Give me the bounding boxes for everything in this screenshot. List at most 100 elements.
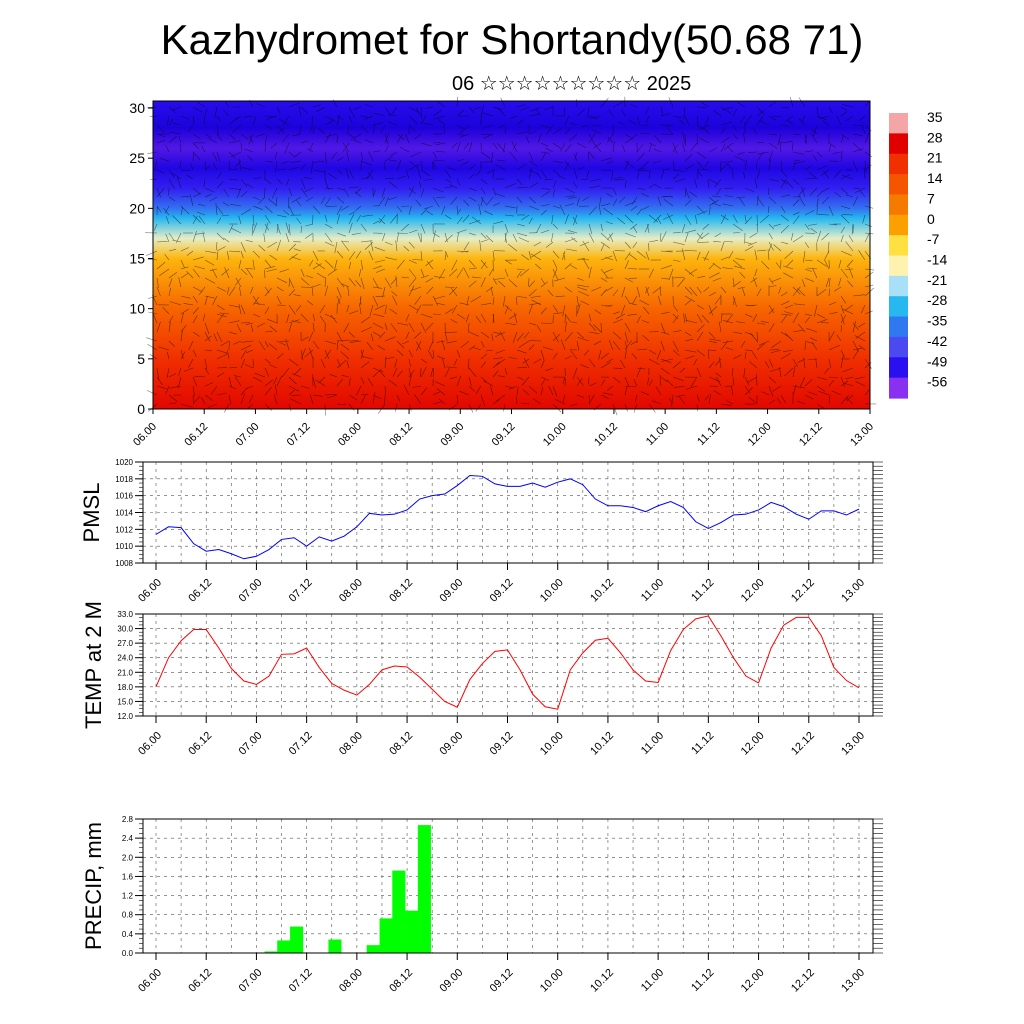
y-tick-label: 1010: [115, 542, 133, 551]
colorbar-segment: [889, 153, 908, 175]
y-tick-label: 25: [129, 150, 145, 166]
y-tick-label: 1008: [115, 559, 133, 568]
x-tick-label: 13.00: [839, 967, 867, 995]
x-tick-label: 06.12: [186, 577, 214, 605]
x-tick-label: 08.00: [337, 730, 365, 758]
x-tick-label: 09.12: [490, 421, 518, 449]
colorbar-label: 28: [927, 129, 943, 145]
colorbar-segment: [889, 235, 908, 257]
x-tick-label: 10.00: [538, 577, 566, 605]
y-tick-label: 24.0: [117, 654, 133, 663]
x-tick-label: 11.12: [689, 577, 716, 604]
precip-bar: [392, 870, 406, 954]
series-line: [155, 615, 860, 710]
x-tick-label: 13.00: [839, 577, 867, 605]
colorbar-segment: [889, 214, 908, 236]
x-tick-label: 09.12: [488, 577, 516, 605]
y-tick-label: 1.6: [122, 872, 134, 881]
colorbar-segment: [889, 275, 908, 297]
precip-bar: [290, 926, 304, 954]
x-tick-label: 09.00: [437, 967, 465, 995]
x-tick-label: 07.00: [237, 577, 265, 605]
grid: [143, 613, 873, 717]
colorbar-label: 7: [927, 190, 935, 206]
wind-barbs: [145, 96, 877, 416]
y-tick-label: 20: [129, 200, 145, 216]
y-tick-label: 18.0: [117, 683, 133, 692]
x-tick-label: 12.12: [789, 577, 817, 605]
y-tick-label: 1014: [115, 509, 133, 518]
page-title: Kazhydromet for Shortandy(50.68 71): [160, 16, 864, 63]
y-tick-label: 0.4: [122, 930, 134, 939]
x-tick-label: 07.00: [237, 730, 265, 758]
x-tick-label: 08.12: [387, 730, 415, 758]
x-tick-label: 07.00: [237, 967, 265, 995]
colorbar-segment: [889, 194, 908, 216]
x-tick-label: 06.12: [186, 967, 214, 995]
y-tick-label: 12.0: [117, 712, 133, 721]
colorbar-segment: [889, 336, 908, 358]
plot-frame: [142, 818, 874, 954]
x-tick-label: 06.00: [131, 421, 159, 449]
x-tick-label: 11.00: [639, 730, 666, 757]
x-tick-label: 11.00: [639, 967, 666, 994]
y-tick-label: 1012: [115, 525, 133, 534]
x-tick-label: 10.00: [538, 967, 566, 995]
colorbar-label: 21: [927, 150, 943, 166]
x-tick-label: 12.00: [739, 730, 767, 758]
y-tick-label: 1020: [115, 458, 133, 467]
x-tick-label: 09.00: [438, 421, 466, 449]
precip-bar: [379, 918, 393, 954]
y-tick-label: 30.0: [117, 625, 133, 634]
y-tick-label: 2.4: [122, 834, 134, 843]
x-tick-label: 12.12: [797, 421, 825, 449]
y-tick-label: 15: [129, 251, 145, 267]
colorbar-label: 0: [927, 211, 935, 227]
precip-bar: [405, 910, 419, 954]
colorbar-segment: [889, 113, 908, 134]
x-tick-label: 12.00: [739, 967, 767, 995]
x-tick-label: 06.00: [136, 967, 164, 995]
colorbar: 35 28 21 14 7 0 -7 -14 -21 -28 -35 -42 -49 -56: [889, 109, 947, 399]
y-tick-label: 0: [137, 401, 145, 417]
colorbar-segment: [889, 377, 908, 399]
y-tick-label: 1.2: [122, 892, 134, 901]
x-tick-label: 10.00: [538, 730, 566, 758]
x-tick-label: 12.00: [746, 421, 774, 449]
x-tick-label: 06.00: [136, 577, 164, 605]
x-tick-label: 10.12: [588, 577, 616, 605]
series-line: [155, 474, 860, 560]
x-tick-label: 07.12: [285, 421, 313, 449]
grid: [143, 461, 873, 564]
y-tick-label: 0.0: [122, 949, 134, 958]
y-tick-label: 5: [137, 351, 145, 367]
colorbar-label: -49: [927, 353, 947, 369]
grid: [143, 818, 873, 954]
colorbar-segment: [889, 357, 908, 379]
x-tick-label: 11.12: [689, 967, 716, 994]
x-tick-label: 13.00: [839, 730, 867, 758]
x-tick-label: 10.12: [592, 421, 620, 449]
y-tick-label: 2.0: [122, 853, 134, 862]
x-tick-label: 07.12: [287, 577, 315, 605]
colorbar-segment: [889, 133, 908, 155]
x-tick-label: 06.12: [186, 730, 214, 758]
y-tick-label: 33.0: [117, 610, 133, 619]
colorbar-label: -56: [927, 374, 947, 390]
y-tick-label: 1018: [115, 475, 133, 484]
plot-frame: [142, 613, 874, 717]
x-tick-label: 12.00: [739, 577, 767, 605]
colorbar-label: -35: [927, 313, 947, 329]
x-tick-label: 10.00: [541, 421, 569, 449]
precip-bar: [366, 945, 380, 954]
temp-chart: 12.0 15.0 18.0 21.0 24.0 27.0 30.0 33.0 06.00 06.…: [81, 601, 883, 758]
y-tick-label: 2.8: [122, 815, 134, 824]
y-axis-label: PMSL: [79, 483, 104, 543]
colorbar-label: 14: [927, 170, 943, 186]
x-tick-label: 12.12: [789, 967, 817, 995]
colorbar-label: -14: [927, 252, 947, 268]
colorbar-label: -28: [927, 292, 947, 308]
x-tick-label: 11.00: [644, 421, 671, 448]
x-tick-label: 08.00: [337, 577, 365, 605]
